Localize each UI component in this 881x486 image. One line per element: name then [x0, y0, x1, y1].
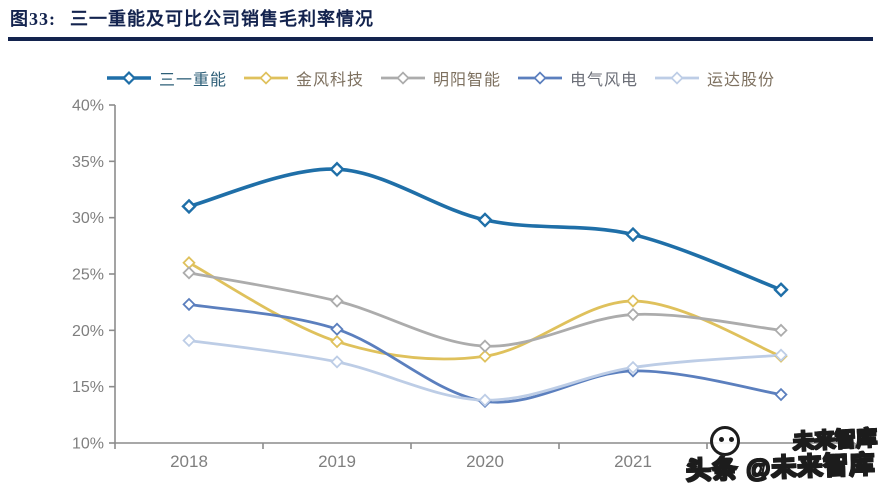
x-tick-label: 2018 [170, 452, 208, 471]
series-line-1 [187, 167, 783, 292]
legend-item-5: 运达股份 [654, 66, 775, 90]
data-point-marker [773, 282, 789, 298]
x-tick-label: 2019 [318, 452, 356, 471]
chart-legend: 三一重能 金风科技 明阳智能 电气风电 运达股份 [0, 66, 881, 90]
legend-label: 明阳智能 [432, 72, 501, 89]
y-tick-label: 35% [72, 154, 104, 171]
legend-item-2: 金风科技 [243, 66, 364, 90]
legend-label: 运达股份 [707, 72, 776, 89]
title-underline [8, 37, 873, 41]
data-point-marker [625, 226, 641, 243]
data-point-marker [774, 387, 788, 402]
legend-label: 电气风电 [570, 72, 639, 89]
data-point-marker [478, 339, 492, 353]
y-tick-label: 25% [72, 267, 104, 284]
data-point-marker [330, 334, 344, 349]
data-point-marker [477, 212, 493, 228]
figure-title-text: 三一重能及可比公司销售毛利率情况 [70, 9, 374, 29]
data-point-marker [182, 266, 196, 280]
data-point-marker [774, 323, 788, 338]
data-point-marker [330, 322, 344, 336]
legend-marker-icon [518, 71, 562, 85]
series-line-3 [187, 271, 783, 348]
data-point-marker [626, 307, 640, 322]
legend-item-4: 电气风电 [517, 66, 638, 90]
data-point-marker [478, 393, 492, 407]
data-point-marker [182, 333, 196, 348]
y-tick-label: 10% [72, 436, 104, 453]
data-point-marker [774, 348, 788, 362]
legend-item-1: 三一重能 [106, 66, 227, 90]
y-tick-label: 15% [72, 379, 104, 396]
y-tick-label: 40% [72, 98, 104, 115]
figure-title: 图33: 三一重能及可比公司销售毛利率情况 [10, 5, 374, 31]
legend-marker-icon [106, 71, 151, 85]
data-point-marker [181, 198, 197, 215]
figure-number: 图33: [10, 9, 56, 29]
legend-label: 三一重能 [158, 72, 227, 89]
legend-marker-icon [655, 71, 700, 85]
y-tick-label: 20% [72, 323, 104, 340]
x-tick-label: 2021 [614, 452, 652, 471]
y-tick-label: 30% [72, 210, 104, 227]
legend-marker-icon [380, 71, 425, 85]
legend-label: 金风科技 [295, 72, 364, 89]
legend-marker-icon [243, 71, 288, 85]
data-point-marker [330, 355, 344, 369]
data-point-marker [329, 161, 345, 177]
legend-item-3: 明阳智能 [380, 66, 501, 90]
data-point-marker [626, 294, 640, 308]
data-point-marker [182, 297, 196, 312]
data-point-marker [330, 294, 344, 308]
data-point-marker [478, 349, 492, 363]
x-tick-label: 2020 [466, 452, 504, 471]
data-point-marker [626, 360, 640, 375]
